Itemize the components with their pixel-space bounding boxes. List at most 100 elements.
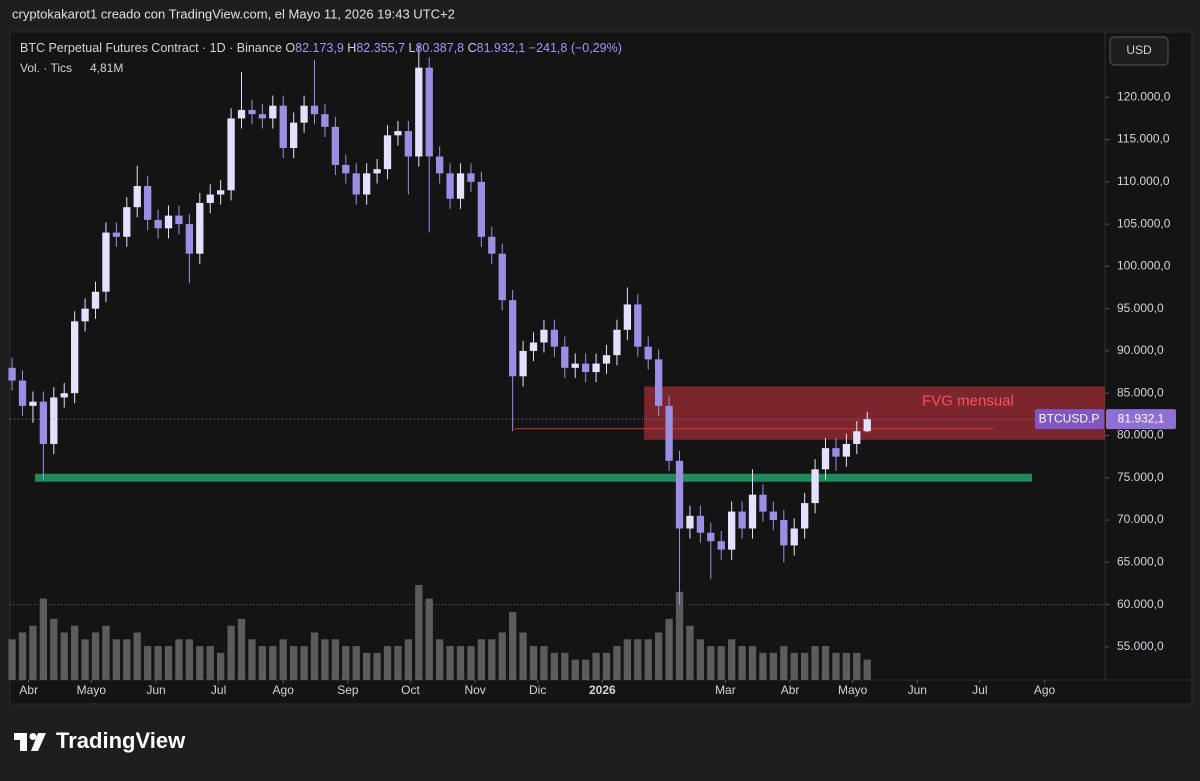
volume-bar	[196, 646, 204, 680]
candle-body	[383, 135, 392, 170]
volume-bar	[248, 639, 256, 680]
y-tick-label: 105.000,0	[1117, 216, 1171, 230]
candle-body	[394, 131, 402, 136]
currency-button[interactable]	[1109, 36, 1169, 66]
candle-body	[821, 448, 830, 470]
volume-bar	[425, 598, 433, 680]
candle-body	[456, 173, 465, 199]
candle-body	[759, 494, 767, 512]
candle-body	[425, 67, 433, 157]
candle-body	[50, 397, 58, 444]
ohlc-value: 80.387,8	[415, 41, 464, 55]
volume-bar	[456, 646, 465, 680]
volume-bar	[133, 632, 141, 680]
y-tick-label: 65.000,0	[1117, 554, 1164, 568]
volume-bar	[561, 652, 569, 680]
candle-body	[540, 329, 548, 343]
candle-body	[738, 511, 746, 529]
x-tick-label: Jul	[972, 683, 987, 697]
candle-body	[217, 190, 225, 195]
volume-bar	[164, 646, 173, 680]
candle-body	[717, 541, 725, 550]
candle-body	[477, 181, 486, 237]
volume-bar	[623, 639, 632, 680]
volume-bar	[8, 639, 16, 680]
candle-body	[227, 118, 235, 191]
volume-bar	[717, 646, 725, 680]
volume-bar	[519, 632, 527, 680]
candle-body	[613, 329, 621, 356]
chart-pane	[9, 31, 1193, 705]
volume-bar	[832, 652, 840, 680]
volume-bar	[175, 639, 183, 680]
candle-body	[498, 253, 506, 301]
header: cryptokakarot1 creado con TradingView.co…	[12, 6, 455, 21]
candle-body	[446, 173, 454, 199]
candle-body	[269, 105, 277, 119]
volume-bar	[217, 652, 225, 680]
volume-bar	[602, 652, 611, 680]
candle-body	[331, 126, 340, 165]
volume-bar	[227, 625, 235, 680]
volume-bar	[540, 646, 548, 680]
candle-body	[279, 105, 287, 149]
volume-bar	[60, 632, 68, 680]
volume-bar	[759, 652, 767, 680]
volume-bar	[331, 639, 340, 680]
brand: TradingView	[56, 728, 186, 753]
candle-body	[144, 186, 152, 220]
volume-bar	[363, 652, 371, 680]
change: −241,8 (−0,29%)	[529, 41, 622, 55]
x-tick-label: Ago	[273, 683, 295, 697]
volume-bar	[613, 646, 621, 680]
support-band	[35, 473, 1033, 482]
x-tick-label: Sep	[337, 683, 359, 697]
candle-body	[175, 215, 183, 225]
ohlc-key: O	[285, 41, 295, 55]
volume-bar	[863, 659, 871, 680]
volume-bar	[144, 646, 152, 680]
candle-body	[790, 528, 798, 546]
volume-bar	[790, 652, 798, 680]
ohlc-value: 82.355,7	[356, 41, 405, 55]
volume-bar	[769, 652, 778, 680]
volume-bar	[206, 646, 214, 680]
x-tick-label: Oct	[401, 683, 420, 697]
x-tick-label: Mar	[715, 683, 736, 697]
candle-body	[154, 219, 162, 229]
volume-bar	[237, 618, 246, 680]
volume-bar	[300, 646, 308, 680]
candle-body	[842, 443, 851, 457]
volume-bar	[29, 625, 37, 680]
candle-body	[675, 460, 684, 529]
y-tick-label: 95.000,0	[1117, 301, 1164, 315]
candle-body	[290, 122, 298, 149]
candle-body	[8, 367, 16, 381]
candle-body	[592, 363, 600, 373]
candle-body	[352, 173, 360, 195]
volume-bar	[853, 652, 861, 680]
candle-body	[321, 114, 329, 127]
candle-body	[39, 401, 48, 444]
candle-body	[300, 105, 308, 123]
ticker: BTCUSD.P	[1039, 411, 1100, 425]
volume-bar	[634, 639, 642, 680]
y-tick-label: 115.000,0	[1117, 132, 1170, 146]
volume-bar	[373, 652, 381, 680]
logo-shape	[20, 733, 27, 751]
candle-body	[18, 380, 27, 406]
candle-body	[769, 511, 778, 521]
price-tag	[1106, 409, 1176, 430]
candle-body	[60, 393, 68, 398]
candle-body	[509, 300, 517, 377]
ohlc-key: L	[408, 41, 415, 55]
volume-bar	[665, 618, 673, 680]
volume-bar	[675, 591, 684, 680]
volume-bar	[509, 612, 517, 680]
candle-body	[686, 515, 694, 529]
y-tick-label: 75.000,0	[1117, 470, 1164, 484]
x-tick-label: Jun	[146, 683, 165, 697]
currency[interactable]: USD	[1126, 43, 1152, 57]
x-tick-label: Nov	[464, 683, 485, 697]
